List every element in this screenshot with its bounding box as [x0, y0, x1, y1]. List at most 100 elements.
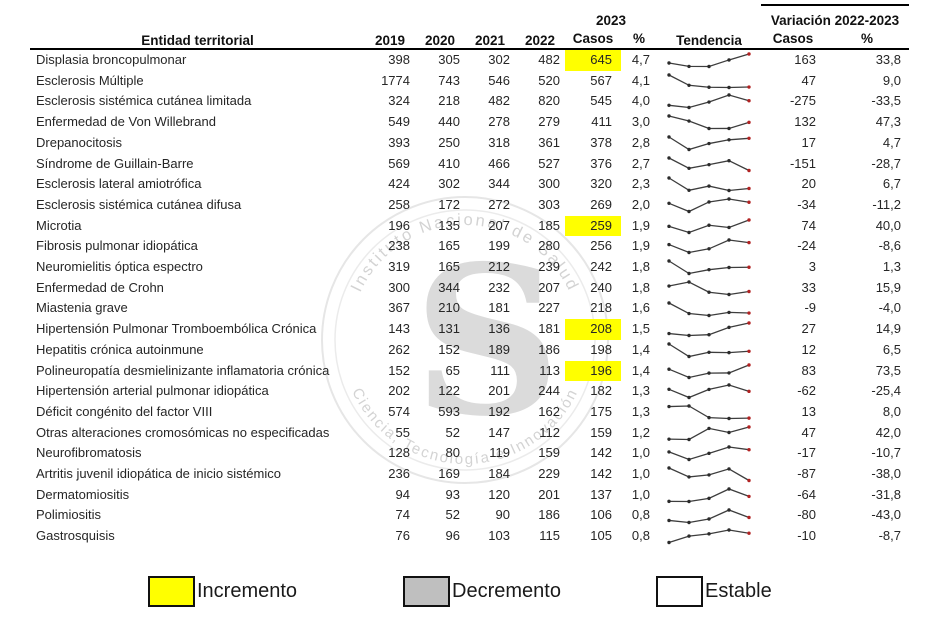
variation-casos: 83	[801, 362, 816, 378]
value-2019: 202	[388, 383, 410, 399]
variation-pct: 73,5	[875, 362, 901, 378]
value-2022: 361	[538, 134, 560, 150]
value-2019: 236	[388, 466, 410, 482]
value-2023-pct: 1,0	[631, 445, 650, 461]
table-row: Hipertensión Pulmonar Tromboembólica Cró…	[30, 319, 909, 340]
variation-pct: -4,0	[878, 300, 901, 316]
table-row: Enfermedad de Crohn 300 344 232 207 240 1,8 33 1…	[30, 278, 909, 299]
value-2021: 120	[488, 486, 510, 502]
trend-sparkline	[667, 52, 751, 69]
table-row: Drepanocitosis 393 250 318 361 378 2,8 17 4,7	[30, 133, 909, 154]
value-2021: 192	[488, 403, 510, 419]
table-row: Polimiositis 74 52 90 186 106 0,8 -80 -43,0	[30, 505, 909, 526]
value-2023-pct: 1,4	[631, 341, 650, 357]
value-2020: 135	[438, 217, 460, 233]
trend-sparkline	[667, 197, 751, 214]
trend-cell	[657, 195, 761, 216]
variation-pct: 1,3	[882, 259, 901, 275]
entity-name: Neuromielitis óptica espectro	[36, 259, 203, 275]
legend-item: Estable	[656, 576, 772, 607]
value-2023-casos: 208	[565, 319, 621, 340]
value-2022: 527	[538, 155, 560, 171]
variation-pct: 6,5	[882, 341, 901, 357]
value-2023-casos: 218	[590, 300, 612, 316]
value-2022: 113	[539, 362, 560, 378]
variation-pct: 42,0	[875, 424, 901, 440]
variation-pct: -43,0	[871, 507, 901, 523]
trend-cell	[657, 236, 761, 257]
value-2023-casos: 378	[590, 134, 612, 150]
value-2019: 258	[388, 196, 410, 212]
trend-sparkline	[667, 259, 751, 276]
trend-cell	[657, 49, 761, 71]
value-2023-casos: 198	[590, 341, 612, 357]
trend-sparkline	[667, 155, 751, 172]
table-row: Neuromielitis óptica espectro 319 165 212 23…	[30, 257, 909, 278]
legend-swatch	[148, 576, 195, 607]
value-2023-casos: 159	[590, 424, 612, 440]
value-2023-casos: 182	[590, 383, 612, 399]
variation-casos: -34	[797, 196, 816, 212]
value-2020: 52	[445, 507, 460, 523]
value-2021: 318	[488, 134, 510, 150]
value-2021: 344	[488, 176, 510, 192]
table-row: Polineuropatía desmielinizante inflamato…	[30, 360, 909, 382]
variation-pct: 9,0	[882, 72, 901, 88]
variation-casos: -275	[789, 93, 816, 109]
value-2023-casos: 142	[590, 445, 612, 461]
value-2023-pct: 1,2	[631, 424, 650, 440]
value-2020: 344	[438, 279, 460, 295]
variation-pct: -10,7	[871, 445, 901, 461]
trend-sparkline	[667, 280, 751, 296]
value-2019: 152	[388, 362, 410, 378]
variation-pct: -8,7	[878, 528, 901, 544]
trend-sparkline	[667, 114, 751, 131]
value-2019: 128	[388, 445, 410, 461]
value-2023-casos: 137	[590, 486, 612, 502]
value-2022: 115	[539, 528, 560, 544]
value-2020: 210	[438, 300, 460, 316]
col-header-variacion-group: Variación 2022-2023	[761, 4, 909, 28]
value-2023-pct: 1,8	[631, 279, 650, 295]
variation-casos: -10	[797, 528, 816, 544]
variation-pct: -28,7	[871, 155, 901, 171]
col-header-2020: 2020	[415, 5, 465, 50]
variation-casos: 33	[801, 279, 816, 295]
value-2023-casos: 196	[565, 360, 621, 382]
value-2022: 300	[538, 176, 560, 192]
value-2023-casos: 256	[590, 238, 612, 254]
value-2023-pct: 1,9	[631, 217, 650, 233]
variation-pct: 6,7	[882, 176, 901, 192]
entity-name: Déficit congénito del factor VIII	[36, 403, 213, 419]
trend-sparkline	[667, 321, 751, 338]
value-2021: 184	[488, 466, 510, 482]
table-row: Enfermedad de Von Willebrand 549 440 278 279…	[30, 112, 909, 133]
table-header: Entidad territorial 2019 2020 2021 2022 …	[30, 4, 909, 50]
value-2022: 280	[538, 238, 560, 254]
table-row: Displasia broncopulmonar 398 305 302 482 645 4…	[30, 49, 909, 71]
variation-casos: 12	[801, 341, 816, 357]
value-2022: 229	[538, 466, 560, 482]
legend-label: Incremento	[197, 580, 298, 602]
table-row: Esclerosis sistémica cutánea limitada 324…	[30, 91, 909, 112]
variation-pct: -11,2	[872, 196, 901, 212]
value-2021: 546	[488, 72, 510, 88]
variation-casos: 17	[801, 134, 816, 150]
trend-cell	[657, 402, 761, 423]
value-2022: 185	[538, 217, 560, 233]
value-2020: 743	[438, 72, 460, 88]
legend-label: Decremento	[452, 580, 561, 602]
variation-casos: 74	[801, 217, 816, 233]
variation-casos: -151	[789, 155, 816, 171]
entity-name: Artritis juvenil idiopática de inicio si…	[36, 466, 281, 482]
value-2023-pct: 2,7	[631, 155, 650, 171]
value-2019: 76	[395, 528, 410, 544]
trend-cell	[657, 319, 761, 340]
variation-casos: -87	[797, 466, 816, 482]
value-2021: 201	[488, 383, 510, 399]
value-2019: 55	[395, 424, 410, 440]
entity-name: Esclerosis sistémica cutánea difusa	[36, 196, 242, 212]
entity-name: Hepatitis crónica autoinmune	[36, 341, 204, 357]
value-2022: 162	[538, 403, 560, 419]
value-2020: 96	[445, 528, 460, 544]
